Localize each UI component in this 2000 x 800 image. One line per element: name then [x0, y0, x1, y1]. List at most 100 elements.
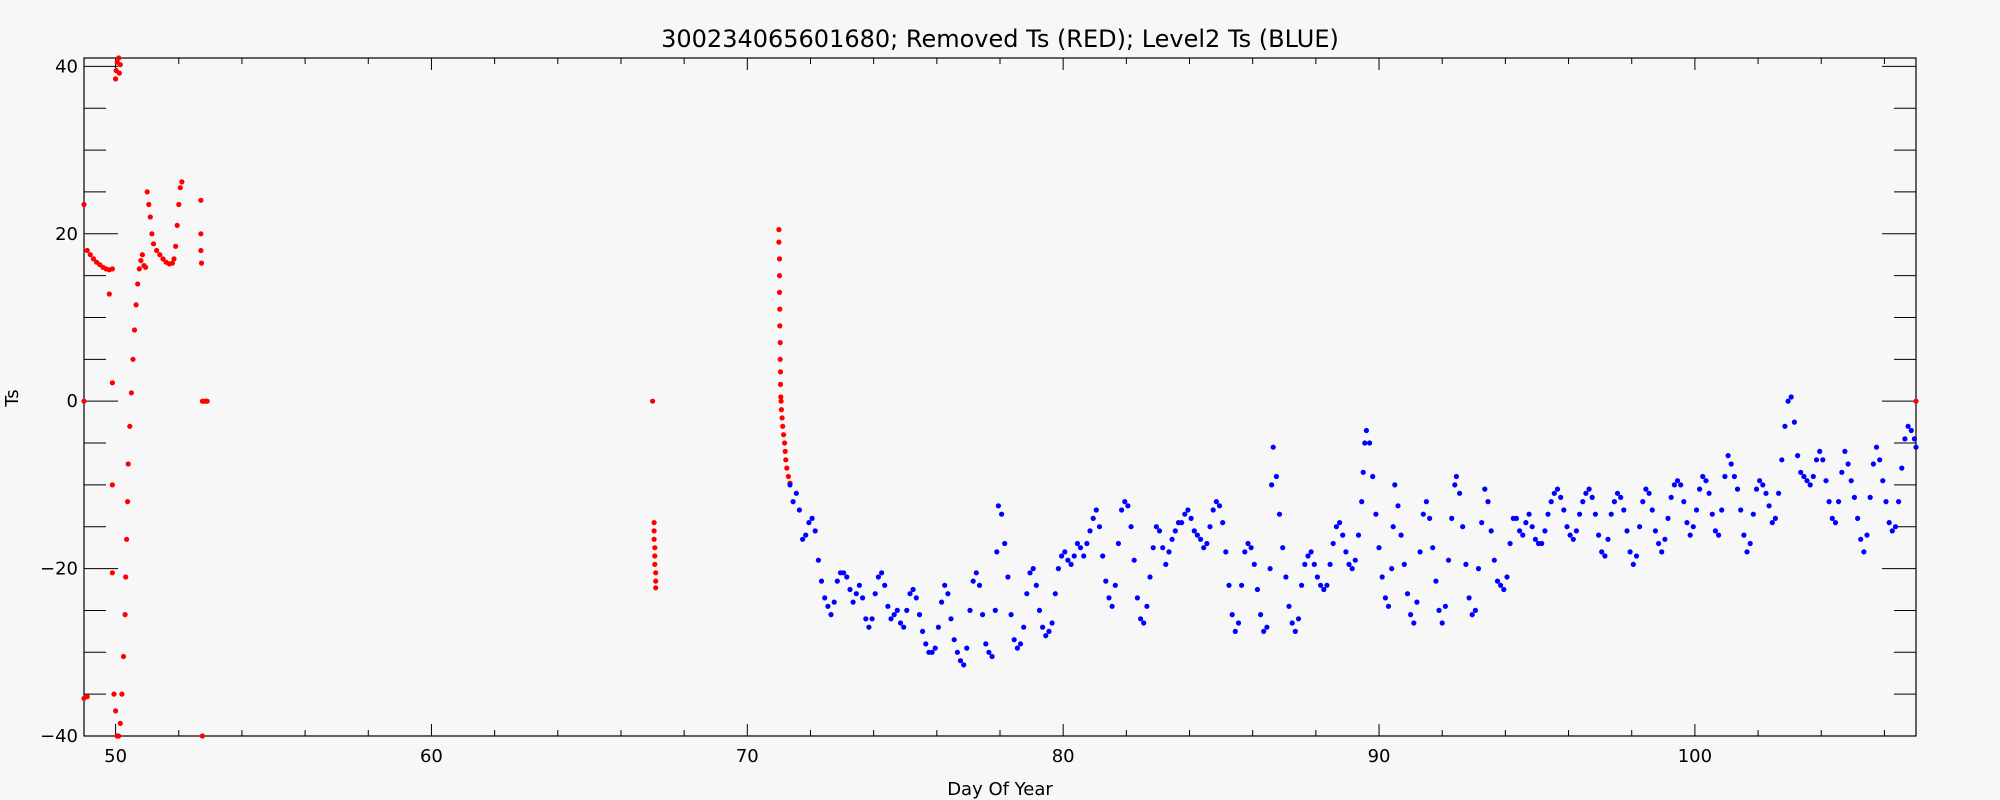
data-point	[1324, 582, 1330, 588]
data-point	[1498, 582, 1504, 588]
data-point	[1858, 536, 1864, 542]
data-point	[1788, 394, 1794, 400]
data-point	[1385, 603, 1392, 609]
data-point	[1077, 545, 1084, 551]
data-point	[806, 520, 812, 526]
data-point	[976, 582, 983, 588]
data-point	[1586, 486, 1592, 492]
data-point	[777, 323, 783, 329]
data-point	[1545, 511, 1551, 517]
data-point	[1479, 520, 1485, 526]
data-point	[787, 482, 793, 488]
data-point	[942, 582, 948, 588]
data-point	[1851, 494, 1857, 500]
data-point	[1033, 582, 1039, 588]
data-point	[1829, 515, 1835, 522]
data-point	[1706, 490, 1712, 496]
data-point	[1043, 633, 1049, 639]
data-point	[651, 536, 657, 542]
data-point	[1908, 427, 1914, 434]
data-point	[1580, 499, 1586, 505]
data-point	[1248, 545, 1254, 551]
data-point	[1147, 574, 1153, 580]
data-point	[1191, 528, 1197, 534]
data-point	[777, 381, 784, 387]
data-point	[1643, 486, 1649, 492]
data-point	[1674, 478, 1681, 484]
data-point	[989, 653, 995, 660]
data-point	[106, 291, 112, 297]
data-point	[1021, 624, 1027, 630]
y-tick-label: 40	[55, 56, 78, 77]
data-point	[1913, 398, 1919, 404]
data-point	[1845, 461, 1851, 467]
y-tick-label: −40	[40, 726, 78, 747]
data-point	[1430, 545, 1436, 551]
data-point	[1766, 503, 1772, 509]
data-point	[1299, 582, 1305, 588]
data-point	[1420, 511, 1426, 517]
data-point	[653, 585, 659, 591]
data-point	[1210, 507, 1216, 513]
data-point	[1373, 511, 1379, 517]
data-point	[1564, 524, 1570, 530]
data-point	[1719, 507, 1725, 513]
data-point	[1529, 524, 1535, 530]
data-point	[1030, 566, 1036, 572]
data-point	[782, 440, 788, 446]
data-point	[1813, 457, 1820, 463]
data-point	[1280, 545, 1286, 551]
data-point	[1488, 528, 1494, 534]
data-point	[822, 595, 828, 601]
data-point	[149, 231, 155, 237]
data-point	[1905, 423, 1911, 429]
data-point	[1119, 507, 1125, 513]
data-point	[1475, 566, 1482, 572]
data-point	[1071, 553, 1077, 559]
data-point	[90, 256, 97, 262]
data-point	[1485, 499, 1491, 505]
data-point	[1362, 440, 1368, 446]
data-point	[1213, 499, 1219, 505]
data-point	[1232, 628, 1238, 635]
data-point	[999, 511, 1005, 517]
data-point	[1880, 478, 1886, 484]
data-point	[995, 503, 1002, 509]
data-point	[1270, 444, 1276, 450]
data-point	[1046, 628, 1052, 635]
data-point	[1226, 582, 1232, 588]
data-point	[146, 201, 152, 208]
data-point	[1700, 473, 1706, 480]
data-point	[1286, 603, 1292, 609]
data-point	[84, 247, 90, 254]
data-point	[1823, 478, 1829, 484]
x-tick-label: 80	[1052, 746, 1075, 767]
data-point	[1144, 603, 1150, 609]
data-point	[778, 394, 784, 400]
data-point	[1433, 578, 1439, 584]
data-point	[1321, 586, 1327, 593]
data-point	[1611, 499, 1617, 505]
data-point	[1423, 499, 1429, 505]
data-point	[174, 222, 180, 228]
data-point	[1311, 561, 1317, 568]
data-point	[1817, 448, 1823, 454]
data-point	[1621, 507, 1627, 513]
data-point	[1360, 469, 1366, 475]
data-point	[885, 603, 891, 609]
data-point	[961, 662, 967, 668]
data-point	[1292, 628, 1298, 635]
data-point	[1747, 540, 1753, 547]
data-point	[131, 327, 138, 333]
data-point	[992, 607, 998, 614]
data-point	[1753, 486, 1760, 492]
data-point	[1359, 499, 1365, 505]
data-point	[1379, 574, 1385, 580]
data-point	[1188, 515, 1194, 522]
data-point	[1551, 490, 1557, 496]
x-tick-label: 60	[420, 746, 443, 767]
data-point	[117, 720, 123, 727]
data-point	[782, 448, 788, 454]
data-point	[1782, 423, 1788, 429]
